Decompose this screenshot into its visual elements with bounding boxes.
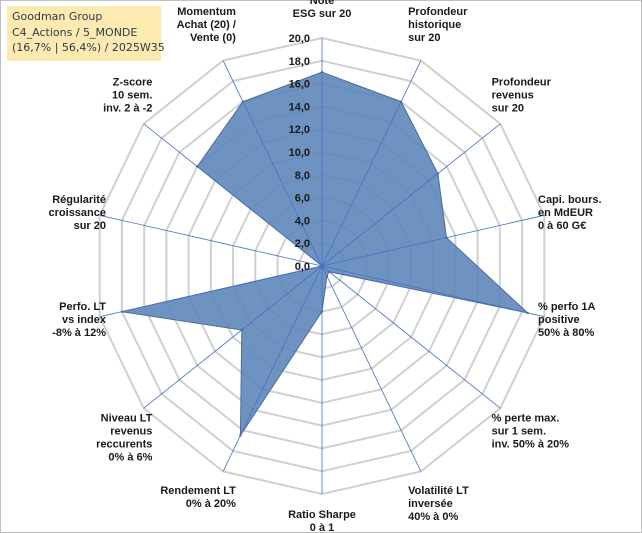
- title-line-3: (16,7% | 56,4%) / 2025W35: [12, 41, 165, 54]
- axis-label-9-line-2: reccurents: [96, 439, 152, 451]
- axis-label-7-line-1: 0 à 1: [310, 522, 334, 533]
- spoke-9: [143, 265, 323, 409]
- spoke-3: [321, 214, 545, 267]
- data-point-10: [120, 310, 124, 313]
- title-line-2: C4_Actions / 5_MONDE: [12, 25, 138, 39]
- tick-label-0: 0,0: [295, 261, 310, 273]
- axis-label-1-line-2: sur 20: [408, 32, 440, 44]
- axis-label-4-line-2: 50% à 80%: [538, 327, 594, 339]
- axis-label-11-line-1: croissance: [49, 207, 106, 219]
- axis-label-13-line-0: Momentum: [177, 6, 236, 18]
- tick-label-3: 6,0: [295, 193, 310, 205]
- axis-label-3-line-0: Capi. bours.: [538, 194, 602, 206]
- axis-label-4: % perfo 1A positive 50% à 80%: [538, 301, 596, 339]
- spoke-1: [321, 60, 422, 267]
- data-point-6: [325, 275, 329, 278]
- axis-label-0-line-0: Note: [310, 0, 334, 7]
- spoke-2: [321, 123, 501, 267]
- data-point-8: [239, 434, 242, 437]
- axis-label-4-line-1: positive: [538, 314, 580, 326]
- axis-label-2-line-0: Profondeur: [492, 76, 552, 88]
- axis-label-8-line-0: Rendement LT: [160, 485, 236, 497]
- tick-label-2: 4,0: [295, 215, 310, 227]
- tick-label-1: 2,0: [295, 238, 310, 250]
- tick-label-6: 12,0: [289, 124, 310, 136]
- axis-label-5: % perte max. sur 1 sem. inv. 50% à 20%: [492, 413, 570, 451]
- axis-label-10-line-2: -8% à 12%: [52, 327, 106, 339]
- axis-label-3-line-2: 0 à 60 G€: [538, 220, 586, 232]
- axis-label-12-line-0: Z-score: [113, 76, 153, 88]
- axis-label-2-line-2: sur 20: [492, 102, 524, 114]
- data-point-0: [320, 71, 324, 74]
- axis-label-0-line-1: ESG sur 20: [293, 8, 352, 20]
- data-point-4: [526, 311, 529, 315]
- axis-label-10: Perfo. LT vs index -8% à 12%: [52, 301, 107, 339]
- spoke-8: [222, 265, 323, 472]
- axis-label-9-line-1: revenus: [110, 426, 152, 438]
- axis-label-0: Note ESG sur 20: [293, 0, 352, 20]
- axis-label-1: Profondeur historique sur 20: [408, 6, 468, 44]
- axis-label-2: Profondeur revenus sur 20: [492, 76, 552, 114]
- axis-label-6: Volatilité LT inversée 40% à 0%: [408, 485, 469, 523]
- axis-label-3-line-1: en MdEUR: [538, 207, 593, 219]
- data-point-2: [436, 172, 440, 175]
- tick-label-4: 8,0: [295, 170, 310, 182]
- data-point-1: [399, 100, 403, 103]
- axis-label-9: Niveau LT revenus reccurents 0% à 6%: [96, 413, 153, 464]
- axis-label-12-line-1: 10 sem.: [112, 89, 152, 101]
- axis-label-11: Régularité croissance sur 20: [49, 194, 106, 232]
- axis-label-3: Capi. bours. en MdEUR 0 à 60 G€: [538, 194, 602, 232]
- axis-label-5-line-1: sur 1 sem.: [492, 426, 546, 438]
- spoke-13: [222, 60, 323, 267]
- spoke-4: [321, 265, 545, 318]
- axis-label-2-line-1: revenus: [492, 89, 534, 101]
- axis-label-10-line-0: Perfo. LT: [59, 301, 106, 313]
- data-point-3: [445, 236, 448, 239]
- axis-label-1-line-0: Profondeur: [408, 6, 468, 18]
- axis-label-10-line-1: vs index: [62, 314, 107, 326]
- tick-label-10: 20,0: [289, 33, 310, 45]
- spoke-10: [99, 265, 323, 318]
- axis-label-4-line-0: % perfo 1A: [538, 301, 596, 313]
- axis-label-7: Ratio Sharpe 0 à 1: [288, 509, 356, 533]
- title-box: Goodman Group C4_Actions / 5_MONDE (16,7…: [7, 6, 165, 61]
- axis-label-5-line-0: % perte max.: [492, 413, 560, 425]
- axis-label-7-line-0: Ratio Sharpe: [288, 509, 356, 521]
- tick-label-9: 18,0: [289, 56, 310, 68]
- spoke-5: [321, 265, 501, 409]
- axis-label-6-line-1: inversée: [408, 498, 453, 510]
- axis-label-13: Momentum Achat (20) / Vente (0): [177, 6, 237, 44]
- spoke-6: [321, 265, 422, 472]
- tick-label-5: 10,0: [289, 147, 310, 159]
- title-line-1: Goodman Group: [12, 10, 103, 23]
- data-point-13: [241, 100, 245, 103]
- axis-label-13-line-1: Achat (20) /: [177, 19, 236, 31]
- data-point-12: [196, 165, 199, 168]
- axis-label-8-line-1: 0% à 20%: [186, 498, 236, 510]
- data-point-9: [240, 328, 243, 332]
- axis-label-11-line-2: sur 20: [74, 220, 106, 232]
- tick-label-8: 16,0: [289, 79, 310, 91]
- data-point-11: [320, 264, 324, 268]
- spoke-12: [143, 123, 323, 267]
- axis-label-12-line-2: inv. 2 à -2: [103, 102, 152, 114]
- axis-label-1-line-1: historique: [408, 19, 461, 31]
- axis-label-6-line-0: Volatilité LT: [408, 485, 469, 497]
- axis-label-9-line-3: 0% à 6%: [108, 452, 152, 464]
- data-point-5: [327, 270, 331, 273]
- axis-label-5-line-2: inv. 50% à 20%: [492, 439, 570, 451]
- axis-label-6-line-2: 40% à 0%: [408, 511, 458, 523]
- axis-label-8: Rendement LT 0% à 20%: [160, 485, 236, 510]
- data-point-7: [320, 310, 324, 313]
- axis-label-13-line-2: Vente (0): [190, 32, 236, 44]
- axis-label-11-line-0: Régularité: [52, 194, 106, 206]
- spoke-11: [99, 214, 323, 267]
- axis-label-9-line-0: Niveau LT: [101, 413, 153, 425]
- axis-label-12: Z-score 10 sem. inv. 2 à -2: [103, 76, 152, 114]
- tick-label-7: 14,0: [289, 101, 310, 113]
